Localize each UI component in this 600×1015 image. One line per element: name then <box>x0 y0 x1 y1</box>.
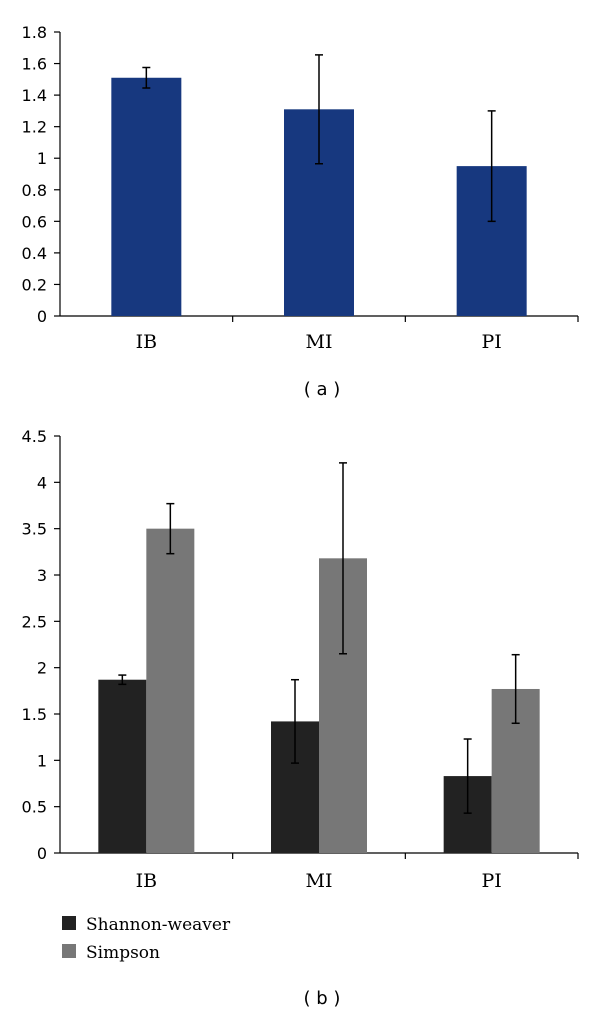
y-tick-label: 4.5 <box>22 427 47 446</box>
x-category-label: MI <box>306 331 333 353</box>
legend-swatch-simpson <box>62 944 76 958</box>
bar-ib <box>111 77 182 316</box>
legend-label-shannon-weaver: Shannon-weaver <box>86 915 231 935</box>
y-tick-label: 1.8 <box>22 23 47 42</box>
x-category-label: MI <box>306 870 333 892</box>
y-tick-label: 0.5 <box>22 798 47 817</box>
legend-swatch-shannon-weaver <box>62 916 76 930</box>
y-tick-label: 0 <box>37 307 47 326</box>
bar-simpson-ib <box>146 528 195 853</box>
y-tick-label: 0.6 <box>22 212 47 231</box>
bar-shannon-weaver-ib <box>98 679 147 853</box>
y-tick-label: 2.5 <box>22 612 47 631</box>
panel-b-label: ( b ) <box>304 988 341 1009</box>
y-tick-label: 0.4 <box>22 244 47 263</box>
y-tick-label: 1.6 <box>22 55 47 74</box>
chart-panel-b: 0 0.5 1 1.5 2 2.5 3 3.5 4 4.5 IB MI PI <box>22 427 579 892</box>
y-tick-label: 3 <box>37 566 47 585</box>
legend: Shannon-weaver Simpson <box>62 915 231 963</box>
y-tick-label: 1 <box>37 751 47 770</box>
y-tick-label: 0.2 <box>22 275 47 294</box>
y-tick-label: 1.2 <box>22 118 47 137</box>
y-tick-label: 1 <box>37 149 47 168</box>
panel-a-label: ( a ) <box>304 379 341 400</box>
y-tick-label: 1.5 <box>22 705 47 724</box>
y-tick-label: 0 <box>37 844 47 863</box>
y-tick-label: 1.4 <box>22 86 47 105</box>
legend-label-simpson: Simpson <box>86 943 160 963</box>
x-category-label: IB <box>136 870 157 892</box>
x-category-label: IB <box>136 331 157 353</box>
x-category-label: PI <box>482 331 502 353</box>
y-tick-label: 3.5 <box>22 520 47 539</box>
chart-panel-a: 0 0.2 0.4 0.6 0.8 1 1.2 1.4 1.6 1.8 IB MI PI <box>22 23 579 353</box>
y-tick-label: 2 <box>37 659 47 678</box>
x-category-label: PI <box>482 870 502 892</box>
y-tick-label: 4 <box>37 473 47 492</box>
y-tick-label: 0.8 <box>22 181 47 200</box>
